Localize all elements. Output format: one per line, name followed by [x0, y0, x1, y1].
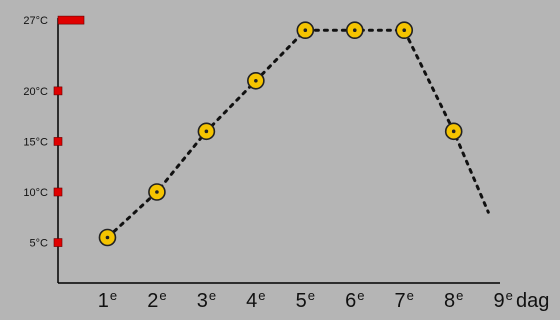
y-ticks: 5°C 10°C 15°C 20°C 27°C [23, 15, 85, 250]
y-tick-marker [57, 15, 85, 25]
x-tick-label: 9e [493, 288, 512, 312]
y-tick-label: 5°C [30, 238, 49, 250]
x-tick-label: 4e [246, 288, 265, 312]
series-line [106, 28, 490, 239]
y-tick-marker [53, 187, 63, 197]
y-tick-label: 15°C [23, 136, 48, 148]
y-tick-marker [53, 137, 63, 146]
x-tick-label: 3e [197, 288, 216, 312]
x-tick-label: 5e [296, 288, 315, 312]
x-tick-label: 8e [444, 288, 463, 312]
data-point [296, 21, 315, 40]
data-point [395, 21, 414, 40]
y-tick-marker [53, 86, 63, 96]
y-tick-label: 10°C [23, 187, 48, 199]
y-tick-marker [53, 238, 63, 247]
data-point [98, 228, 117, 247]
data-point [345, 21, 364, 40]
x-tick-label: 1e [98, 288, 117, 312]
y-tick-label: 20°C [23, 86, 48, 98]
data-points [98, 21, 463, 247]
x-axis-label: dag [516, 290, 549, 312]
data-point [247, 71, 265, 90]
data-point [148, 183, 166, 201]
x-tick-label: 7e [395, 288, 414, 312]
x-tick-label: 6e [345, 288, 364, 312]
x-tick-label: 2e [147, 288, 166, 312]
y-tick-label: 27°C [23, 15, 48, 27]
x-ticks: 1e 2e 3e 4e 5e 6e 7e 8e 9e [98, 288, 513, 312]
data-point [444, 122, 463, 141]
axes [57, 18, 500, 284]
data-point [197, 122, 216, 141]
